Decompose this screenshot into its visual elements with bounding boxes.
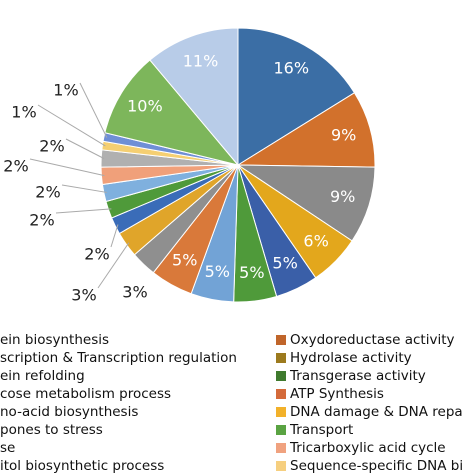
- pie-slice: [149, 27, 239, 167]
- legend-swatch: [276, 389, 286, 399]
- legend-label: Transgerase activity: [289, 368, 426, 384]
- slice-label: 10%: [127, 97, 163, 116]
- legend-label: no-acid biosynthesis: [0, 404, 138, 420]
- slice-label: 5%: [172, 250, 197, 269]
- leader-line: [29, 158, 105, 177]
- legend-swatch: [276, 407, 286, 417]
- leader-line: [65, 138, 105, 160]
- legend-label: cose metabolism process: [0, 386, 171, 402]
- legend-label: Tricarboxylic acid cycle: [289, 440, 446, 456]
- leader-line: [110, 224, 119, 248]
- legend-swatch: [276, 443, 286, 453]
- legend-label: ATP Synthesis: [290, 386, 384, 402]
- slice-label: 3%: [122, 283, 147, 302]
- legend-label: pones to stress: [0, 422, 103, 438]
- slice-label: 1%: [11, 103, 36, 122]
- slice-label: 5%: [239, 263, 264, 282]
- legend-label: Hydrolase activity: [290, 350, 412, 366]
- pie-slice: [104, 59, 240, 166]
- slice-label: 2%: [3, 157, 28, 176]
- legend-swatch: [276, 335, 286, 345]
- slice-label: 2%: [84, 245, 109, 264]
- leader-line: [61, 184, 107, 193]
- pie-slice: [237, 27, 356, 166]
- legend-label: DNA damage & DNA repa: [290, 404, 463, 420]
- slice-label: 5%: [205, 262, 230, 281]
- legend-swatch: [276, 371, 286, 381]
- pie-slice: [236, 164, 376, 242]
- slice-label: 6%: [303, 231, 328, 250]
- leader-line: [37, 104, 106, 147]
- slice-label: 1%: [53, 81, 78, 100]
- slice-label: 11%: [183, 52, 219, 71]
- slice-label: 5%: [272, 253, 297, 272]
- legend-label: ein biosynthesis: [0, 332, 109, 348]
- legend-label: ein refolding: [0, 368, 85, 384]
- slice-label: 3%: [71, 286, 96, 305]
- slice-label: 9%: [331, 125, 356, 144]
- legend-label: se: [0, 440, 15, 456]
- leader-line: [79, 82, 108, 138]
- slice-label: 16%: [274, 59, 310, 78]
- legend-label: Transport: [289, 422, 353, 438]
- slice-label: 2%: [35, 183, 60, 202]
- slice-label: 2%: [39, 137, 64, 156]
- slice-label: 9%: [330, 187, 355, 206]
- slice-label: 2%: [29, 211, 54, 230]
- legend-label: scription & Transcription regulation: [0, 350, 237, 366]
- legend-label: Oxydoreductase activity: [290, 332, 455, 348]
- leader-line: [97, 242, 130, 289]
- leader-line: [55, 208, 112, 214]
- legend-swatch: [276, 461, 286, 471]
- legend-swatch: [276, 353, 286, 363]
- legend-label: itol biosynthetic process: [0, 458, 164, 474]
- legend-label: Sequence-specific DNA bi: [290, 458, 463, 474]
- legend-swatch: [276, 425, 286, 435]
- pie-slice: [236, 92, 376, 168]
